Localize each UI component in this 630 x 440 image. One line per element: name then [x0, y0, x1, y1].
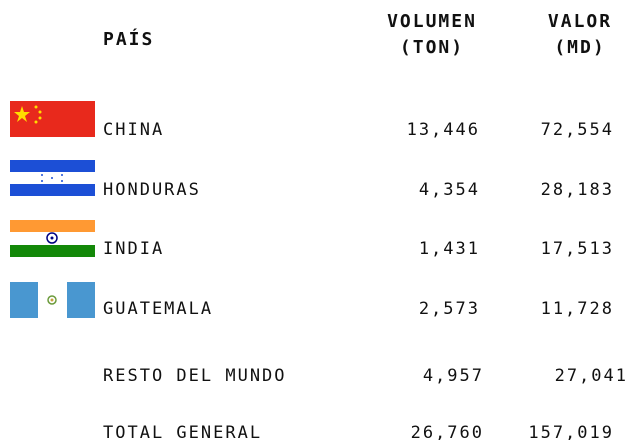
- country-name: GUATEMALA: [103, 299, 213, 319]
- volume-cell: 2,573: [419, 299, 480, 319]
- volume-cell: 4,957: [423, 366, 484, 386]
- flag-honduras: [10, 160, 95, 196]
- volume-cell: 4,354: [419, 180, 480, 200]
- value-cell: 28,183: [541, 180, 614, 200]
- flag-china: [10, 101, 95, 137]
- header-volume: VOLUMEN: [387, 11, 477, 32]
- flag-guatemala: [10, 282, 95, 318]
- country-name: RESTO DEL MUNDO: [103, 366, 287, 386]
- flag-india: [10, 220, 95, 257]
- value-cell: 72,554: [541, 120, 614, 140]
- header-value-unit: (MD): [554, 37, 605, 58]
- value-cell: 157,019: [528, 423, 614, 440]
- value-cell: 27,041: [555, 366, 628, 386]
- country-name: HONDURAS: [103, 180, 201, 200]
- country-name: CHINA: [103, 120, 164, 140]
- volume-cell: 26,760: [411, 423, 484, 440]
- country-name: INDIA: [103, 239, 164, 259]
- header-country: PAÍS: [103, 28, 154, 50]
- country-name: TOTAL GENERAL: [103, 423, 262, 440]
- header-volume-unit: (TON): [400, 37, 464, 58]
- value-cell: 11,728: [541, 299, 614, 319]
- value-cell: 17,513: [541, 239, 614, 259]
- volume-cell: 1,431: [419, 239, 480, 259]
- volume-cell: 13,446: [407, 120, 480, 140]
- header-value: VALOR: [548, 11, 612, 32]
